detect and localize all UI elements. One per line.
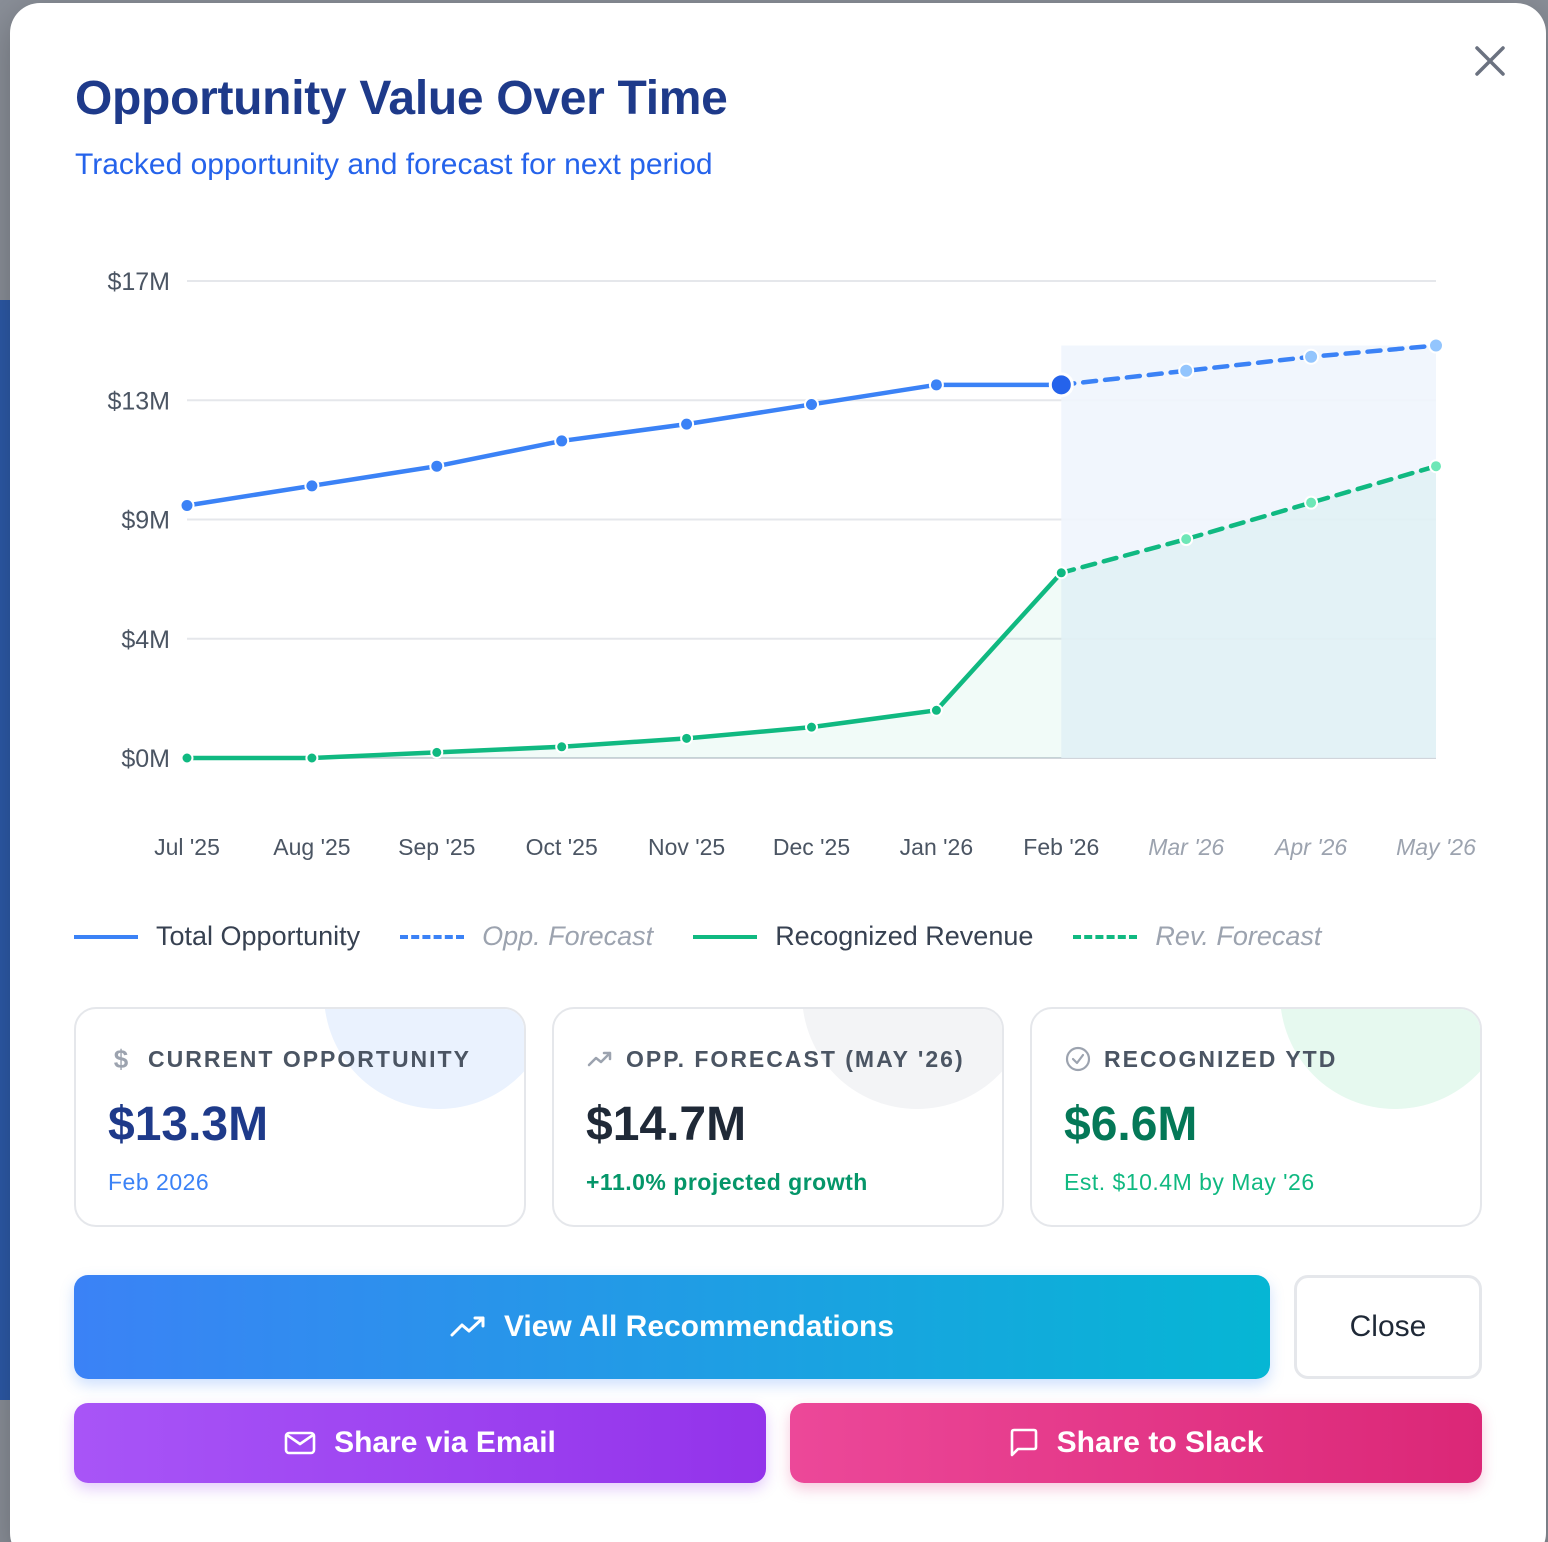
share-to-slack-button[interactable]: Share to Slack [790,1403,1482,1483]
card-subtext: Feb 2026 [108,1169,210,1195]
button-label: Share via Email [334,1426,556,1459]
rev-forecast-point [1179,532,1194,547]
revenue-point [929,703,943,717]
legend-swatch-dashed-green [1073,934,1138,939]
y-tick-label: $0M [121,745,170,773]
card-header: RECOGNIZED YTD [1064,1045,1337,1073]
card-label: CURRENT OPPORTUNITY [148,1045,471,1072]
opportunity-point [928,377,944,393]
opportunity-chart: $0M $4M $9M $13M $17M Jul '25 Aug '25 Sep '25 Oc… [10,3,1546,903]
card-value: $14.7M [586,1098,747,1151]
opportunity-point [179,497,195,513]
y-tick-label: $4M [121,626,170,654]
legend-item-rev-forecast: Rev. Forecast [1073,921,1321,952]
check-circle-icon [1064,1045,1092,1073]
card-opp-forecast: OPP. FORECAST (MAY '26) $14.7M +11.0% pr… [552,1007,1004,1227]
rev-forecast-line [1059,463,1439,576]
y-tick-label: $9M [121,507,170,535]
legend-label: Recognized Revenue [775,921,1034,951]
legend-item-opp-forecast: Opp. Forecast [400,921,653,952]
message-square-icon [1010,1428,1037,1457]
recognized-revenue-line [184,570,1064,761]
card-value: $6.6M [1064,1098,1198,1151]
trending-up-icon [450,1316,485,1337]
close-button[interactable]: Close [1294,1275,1482,1379]
card-current-opportunity: $ CURRENT OPPORTUNITY $13.3M Feb 2026 [74,1007,526,1227]
x-tick-label: Sep '25 [398,834,475,860]
x-tick-label: Dec '25 [773,834,850,860]
opportunity-point [679,416,695,432]
x-tick-label: Feb '26 [1023,834,1099,860]
rev-forecast-point [1429,459,1443,474]
legend-swatch-solid-blue [74,934,138,939]
legend-label: Total Opportunity [156,921,361,951]
opp-forecast-point [1428,337,1444,354]
card-subtext: +11.0% projected growth [586,1169,868,1195]
opportunity-point [804,396,819,412]
revenue-area [187,466,1436,758]
card-header: $ CURRENT OPPORTUNITY [108,1043,471,1074]
share-via-email-button[interactable]: Share via Email [74,1403,766,1483]
chart-svg: $0M $4M $9M $13M $17M Jul '25 Aug '25 Sep '25 Oc… [107,268,1476,860]
card-recognized-ytd: RECOGNIZED YTD $6.6M Est. $10.4M by May … [1030,1007,1482,1227]
chart-legend: Total Opportunity Opp. Forecast Recogniz… [74,921,1361,952]
card-header: OPP. FORECAST (MAY '26) [586,1045,965,1073]
button-label: View All Recommendations [503,1310,895,1343]
x-tick-label: Oct '25 [526,834,598,860]
legend-label: Opp. Forecast [482,921,654,951]
card-label: RECOGNIZED YTD [1104,1045,1338,1072]
dollar-icon: $ [113,1043,131,1074]
opp-forecast-point [1178,362,1195,379]
opp-forecast-point [1303,348,1320,365]
mail-icon [284,1431,316,1455]
x-tick-label: Jan '26 [900,834,973,860]
revenue-point [430,745,444,759]
card-subtext: Est. $10.4M by May '26 [1064,1169,1315,1195]
legend-item-total-opportunity: Total Opportunity [74,921,360,952]
revenue-point [305,751,319,765]
legend-item-recognized-revenue: Recognized Revenue [693,921,1033,952]
x-tick-label: Jul '25 [154,834,220,860]
opportunity-point [304,478,320,494]
x-tick-label: Apr '26 [1273,834,1347,860]
card-value: $13.3M [108,1098,269,1151]
revenue-point [180,751,194,765]
view-all-recommendations-button[interactable]: View All Recommendations [74,1275,1270,1379]
opp-forecast-line [1059,343,1439,388]
button-label: Share to Slack [1056,1426,1264,1459]
legend-swatch-solid-green [693,934,758,939]
revenue-point [1054,566,1068,580]
revenue-point [680,731,694,745]
legend-label: Rev. Forecast [1155,921,1322,951]
opportunity-point [1048,372,1074,398]
button-label: Close [1349,1310,1427,1343]
legend-swatch-dashed-blue [400,934,465,939]
x-tick-label: Nov '25 [648,834,725,860]
rev-forecast-point [1304,495,1319,510]
card-label: OPP. FORECAST (MAY '26) [626,1045,965,1072]
y-tick-label: $17M [107,268,170,296]
x-tick-label: Aug '25 [273,834,350,860]
y-tick-label: $13M [107,387,170,415]
forecast-region [1061,345,1436,758]
opportunity-modal: Opportunity Value Over Time Tracked oppo… [10,3,1546,1542]
opportunity-point [554,433,570,449]
backdrop-left-strip [0,300,10,1400]
modal-subtitle: Tracked opportunity and forecast for nex… [75,148,713,181]
x-tick-label: May '26 [1396,834,1476,860]
total-opportunity-line [184,382,1064,508]
x-tick-label: Mar '26 [1148,834,1224,860]
opportunity-point [429,458,445,474]
trending-up-icon [586,1045,614,1073]
revenue-point [555,740,569,754]
close-icon[interactable] [1472,43,1508,79]
revenue-point [805,720,818,734]
modal-title: Opportunity Value Over Time [75,72,728,125]
